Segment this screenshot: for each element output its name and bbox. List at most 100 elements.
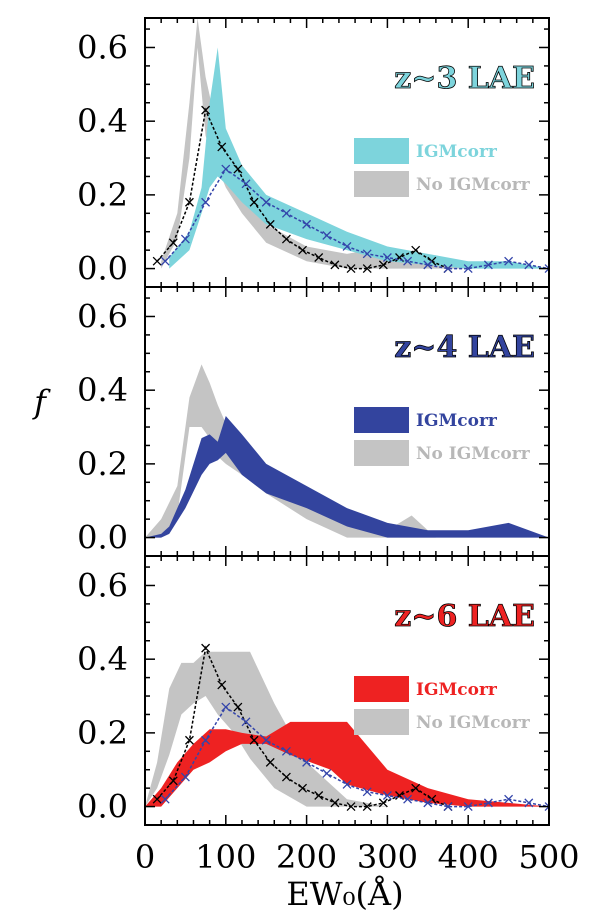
- hist-blue-line: [164, 167, 549, 270]
- y-tick-label: 0.4: [77, 371, 128, 409]
- hist-blue-point: [362, 249, 372, 259]
- legend-swatch-noigm: [354, 171, 409, 197]
- hist-black-point: [411, 245, 421, 255]
- hist-blue-point: [423, 798, 433, 808]
- y-tick-label: 0.6: [77, 28, 128, 66]
- hist-black-point: [362, 264, 372, 274]
- panel-1: 0.0 0.2 0.4 0.6 z~3 LAE IGMcorr No IGMcorr: [77, 17, 550, 288]
- x-tick-label: 200: [276, 838, 337, 876]
- hist-black-point: [411, 783, 421, 793]
- hist-black-point: [217, 680, 227, 690]
- hist-blue-point: [201, 735, 211, 745]
- y-tick-label: 0.6: [77, 297, 128, 335]
- legend-swatch-noigm: [354, 709, 409, 735]
- hist-blue-point: [160, 256, 170, 266]
- hist-blue-point: [342, 242, 352, 251]
- hist-black-point: [168, 238, 178, 248]
- hist-black-point: [346, 802, 356, 812]
- hist-blue-point: [221, 164, 231, 174]
- hist-black-point: [362, 802, 372, 812]
- hist-blue-point: [302, 757, 312, 767]
- hist-black-point: [281, 772, 291, 782]
- y-axis-title: f: [32, 383, 51, 421]
- x-tick-label: 400: [438, 838, 499, 876]
- hist-black-point: [184, 197, 194, 207]
- hist-blue-line: [164, 705, 549, 808]
- legend-swatch-noigm: [354, 440, 409, 466]
- hist-blue-point: [241, 717, 251, 727]
- y-tick-label: 0.2: [77, 445, 128, 483]
- hist-black-point: [265, 219, 275, 229]
- hist-black-point: [265, 757, 275, 767]
- hist-blue-point: [403, 256, 413, 266]
- hist-blue-point: [544, 802, 549, 812]
- hist-blue-point: [160, 794, 170, 804]
- hist-blue-point: [382, 253, 392, 262]
- hist-blue-point: [342, 780, 352, 789]
- legend-swatch-igm: [354, 407, 409, 433]
- hist-blue-point: [261, 197, 271, 207]
- y-tick-label: 0.4: [77, 102, 128, 140]
- panel-title: z~3 LAE: [394, 61, 535, 96]
- hist-blue-point: [322, 768, 332, 778]
- igm-band: [145, 415, 549, 538]
- legend-label-noigm: No IGMcorr: [416, 175, 531, 195]
- legend-swatch-igm: [354, 676, 409, 702]
- hist-blue-point: [362, 787, 372, 797]
- hist-blue-point: [281, 208, 291, 218]
- legend-swatch-igm: [354, 138, 409, 164]
- hist-black-point: [201, 105, 211, 115]
- x-axis-title: EW₀(Å): [286, 875, 403, 913]
- plot-area: [145, 364, 549, 538]
- hist-blue-point: [463, 802, 473, 812]
- noigm-band: [145, 364, 436, 538]
- igm-band: [145, 721, 549, 807]
- hist-blue-point: [524, 260, 534, 270]
- hist-black-point: [217, 142, 227, 152]
- hist-black-point: [330, 260, 340, 270]
- y-tick-label: 0.0: [77, 788, 128, 826]
- x-tick-label: 100: [195, 838, 256, 876]
- hist-black-point: [314, 253, 324, 262]
- plot-area: [152, 18, 549, 274]
- hist-blue-point: [483, 798, 493, 808]
- hist-black-point: [330, 798, 340, 808]
- hist-black-point: [378, 260, 388, 270]
- y-tick-label: 0.2: [77, 176, 128, 214]
- hist-blue-point: [524, 798, 534, 808]
- x-tick-label: 500: [518, 838, 579, 876]
- plot-area: [145, 643, 549, 812]
- hist-black-point: [233, 164, 243, 174]
- hist-black-point: [201, 643, 211, 653]
- legend-label-noigm: No IGMcorr: [416, 444, 531, 464]
- hist-blue-point: [504, 794, 514, 804]
- x-axis: 0 100 200 300 400 500: [135, 838, 580, 876]
- hist-blue-point: [322, 230, 332, 240]
- panel-3: 0.0 0.2 0.4 0.6 z~6 LAE IGMcorr No IGMcorr: [77, 555, 550, 826]
- y-tick-label: 0.2: [77, 714, 128, 752]
- legend-label-igm: IGMcorr: [416, 142, 498, 162]
- hist-black-point: [152, 256, 162, 266]
- x-tick-label: 300: [357, 838, 418, 876]
- hist-blue-point: [221, 702, 231, 712]
- hist-black-point: [249, 197, 259, 207]
- hist-blue-point: [281, 746, 291, 756]
- panel-frame: [144, 555, 550, 826]
- hist-black-point: [314, 791, 324, 800]
- panel-2: 0.0 0.2 0.4 0.6 z~4 LAE IGMcorr No IGMcorr: [77, 286, 550, 557]
- hist-blue-point: [241, 179, 251, 189]
- hist-blue-point: [302, 219, 312, 229]
- hist-blue-point: [443, 802, 453, 812]
- hist-black-point: [298, 783, 308, 793]
- hist-blue-point: [423, 260, 433, 270]
- hist-blue-point: [403, 794, 413, 804]
- legend-label-igm: IGMcorr: [416, 680, 498, 700]
- hist-blue-point: [463, 264, 473, 274]
- igm-band: [169, 47, 549, 269]
- x-tick-label: 0: [135, 838, 155, 876]
- hist-black-point: [346, 264, 356, 274]
- hist-black-point: [152, 794, 162, 804]
- hist-black-point: [281, 234, 291, 244]
- hist-black-point: [168, 776, 178, 786]
